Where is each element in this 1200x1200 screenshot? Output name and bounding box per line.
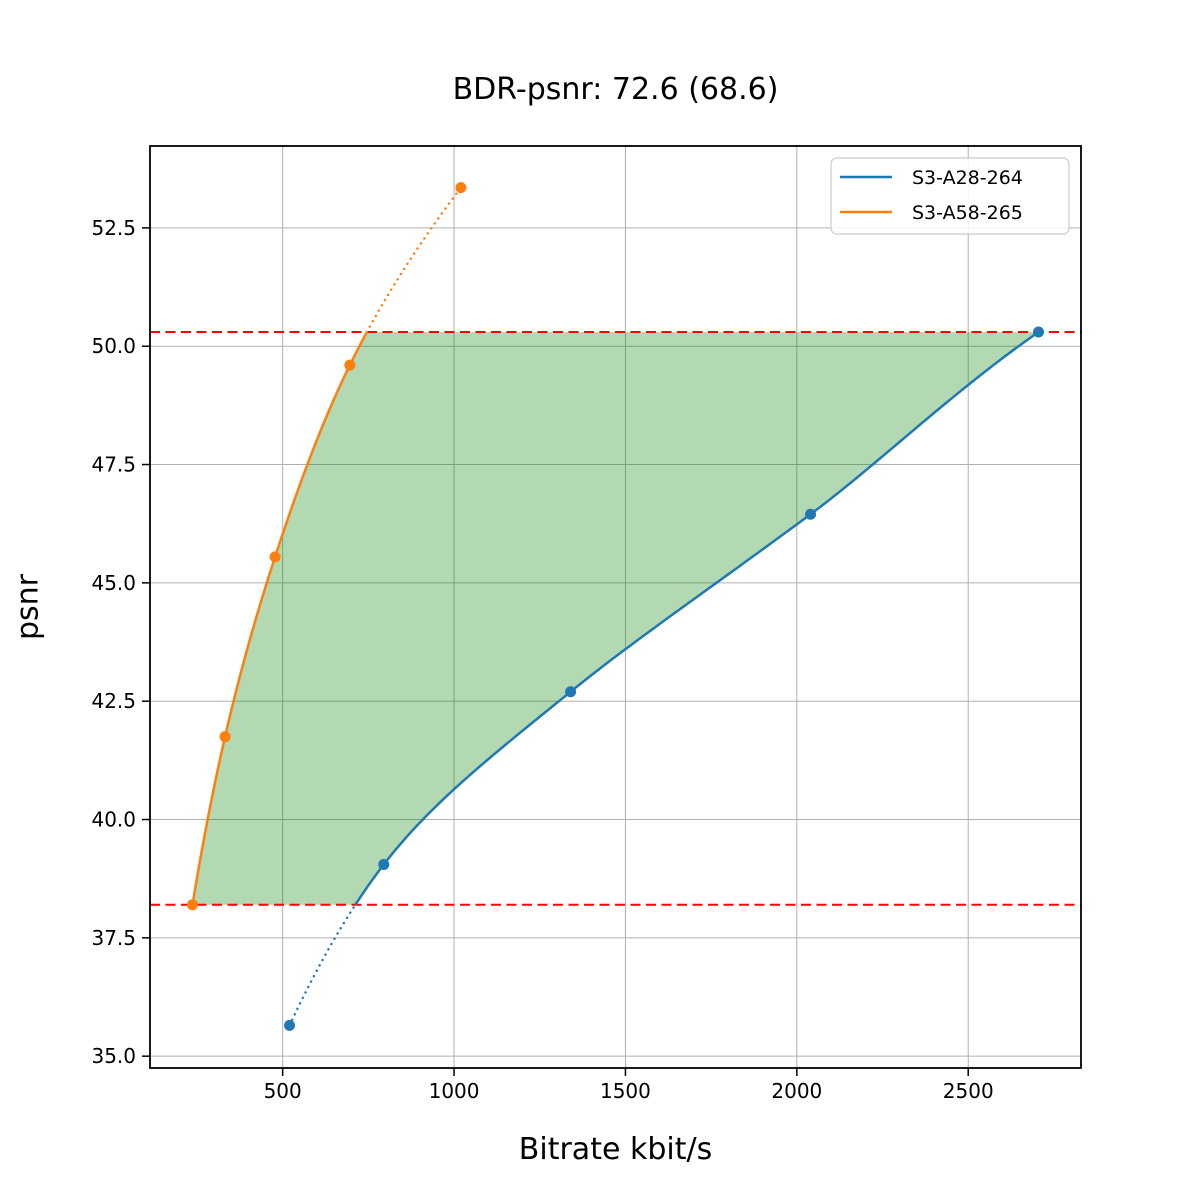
data-point-S3-A28-264 [805, 508, 817, 520]
x-tick-label: 2500 [943, 1079, 994, 1103]
y-tick-label: 50.0 [91, 334, 136, 358]
data-point-S3-A28-264 [284, 1019, 296, 1031]
data-point-S3-A28-264 [378, 858, 390, 870]
bd-shaded-region [192, 332, 1039, 905]
x-tick-label: 2000 [771, 1079, 822, 1103]
data-point-S3-A58-265 [269, 551, 281, 563]
data-point-S3-A58-265 [455, 182, 467, 194]
legend-label: S3-A28-264 [912, 167, 1023, 189]
curve-S3-A28-264-extrapolated [288, 903, 357, 1027]
data-point-S3-A28-264 [1032, 326, 1044, 338]
data-point-S3-A28-264 [565, 686, 577, 698]
curve-S3-A58-265-extrapolated [365, 186, 463, 334]
y-tick-label: 37.5 [91, 926, 136, 950]
x-tick-label: 1500 [600, 1079, 651, 1103]
x-tick-label: 500 [264, 1079, 302, 1103]
data-point-S3-A58-265 [219, 731, 231, 743]
legend-label: S3-A58-265 [912, 202, 1023, 224]
y-tick-label: 35.0 [91, 1044, 136, 1068]
y-tick-label: 52.5 [91, 216, 136, 240]
x-axis-label: Bitrate kbit/s [518, 1132, 713, 1167]
data-point-S3-A58-265 [344, 359, 356, 371]
y-tick-label: 47.5 [91, 453, 136, 477]
y-tick-label: 42.5 [91, 689, 136, 713]
y-tick-label: 45.0 [91, 571, 136, 595]
y-axis-label: psnr [10, 573, 46, 641]
x-tick-label: 1000 [429, 1079, 480, 1103]
plot-border [149, 145, 1082, 1069]
curve-S3-A58-265 [191, 331, 369, 905]
curve-S3-A28-264 [354, 330, 1040, 906]
y-tick-label: 40.0 [91, 808, 136, 832]
chart-title: BDR-psnr: 72.6 (68.6) [452, 72, 779, 107]
data-point-S3-A58-265 [187, 899, 199, 911]
